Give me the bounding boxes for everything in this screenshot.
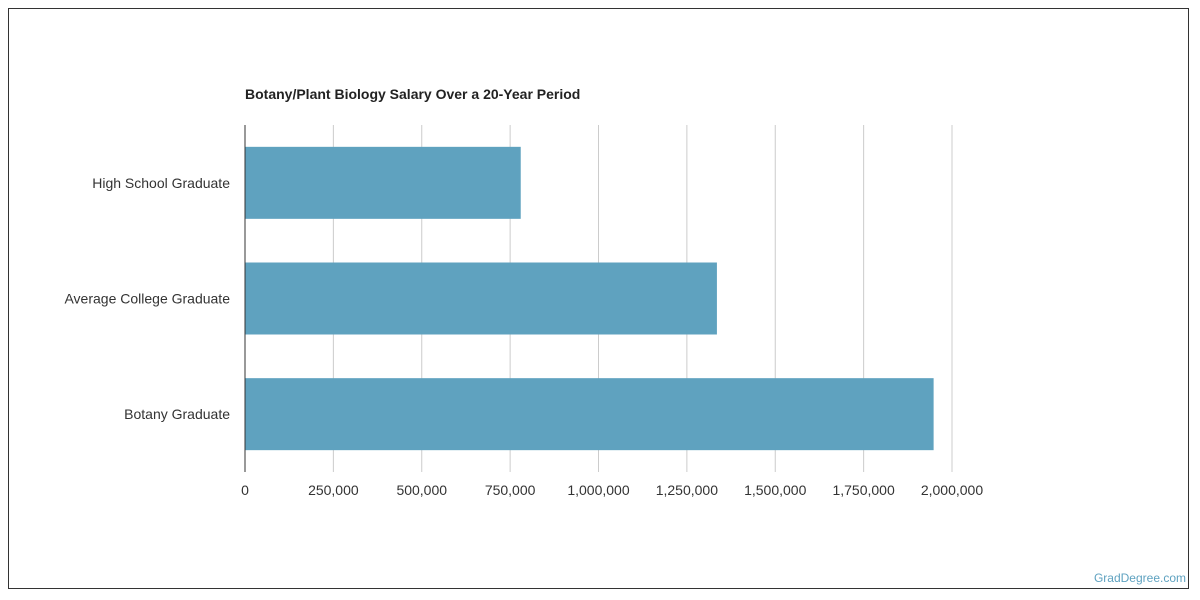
x-tick-label: 1,000,000	[567, 482, 629, 498]
x-tick-label: 2,000,000	[921, 482, 983, 498]
bar	[245, 146, 521, 219]
x-tick-label: 500,000	[396, 482, 447, 498]
x-tick-label: 750,000	[485, 482, 536, 498]
x-tick-label: 0	[241, 482, 249, 498]
x-tick-label: 1,250,000	[656, 482, 718, 498]
x-tick-label: 1,750,000	[832, 482, 894, 498]
category-label: Average College Graduate	[64, 291, 230, 307]
category-label: Botany Graduate	[124, 406, 230, 422]
bar	[245, 262, 717, 335]
x-tick-label: 250,000	[308, 482, 359, 498]
category-label: High School Graduate	[92, 175, 230, 191]
x-tick-label: 1,500,000	[744, 482, 806, 498]
source-credit[interactable]: GradDegree.com	[1093, 571, 1186, 585]
chart-title: Botany/Plant Biology Salary Over a 20-Ye…	[245, 86, 581, 102]
bar	[245, 378, 934, 451]
